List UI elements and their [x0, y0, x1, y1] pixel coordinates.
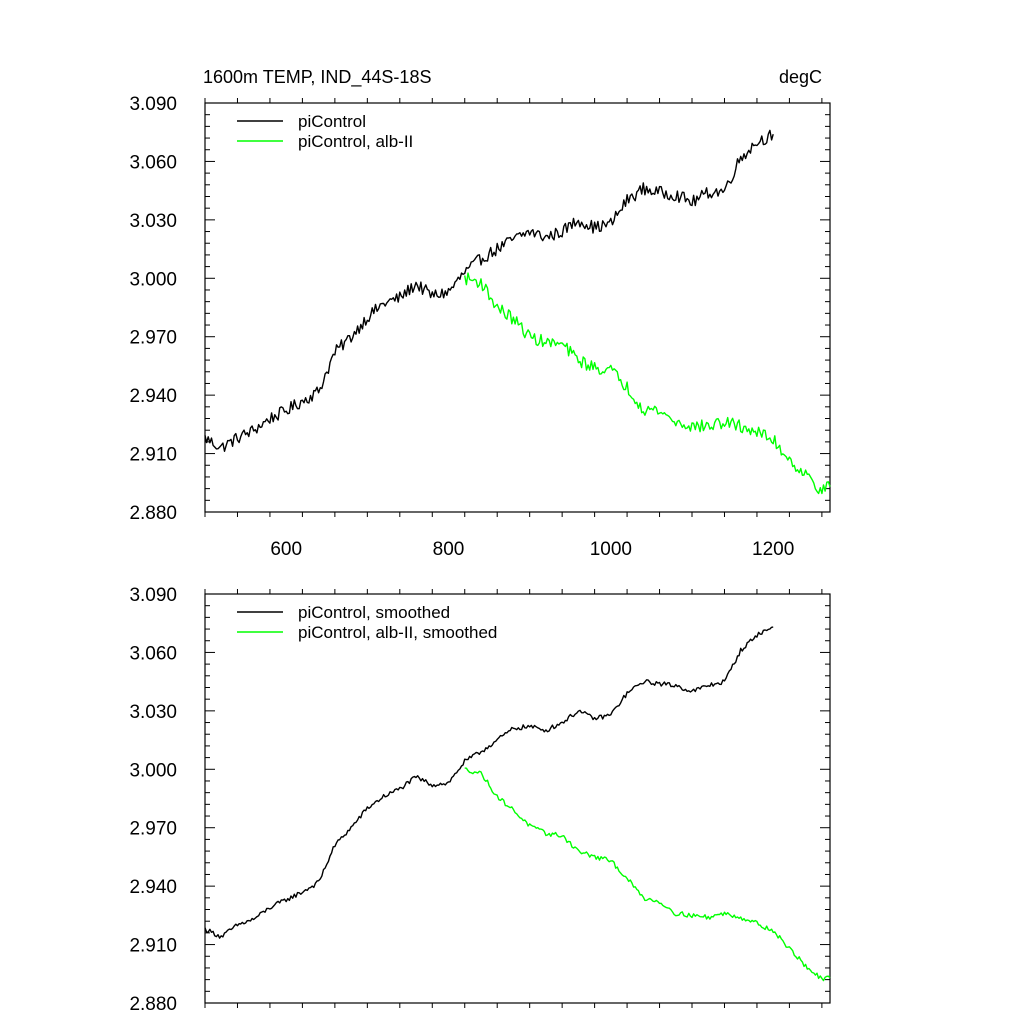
y-tick-label: 3.030	[129, 702, 177, 723]
y-tick-label: 2.910	[129, 445, 177, 466]
chart-title: 1600m TEMP, IND_44S-18S	[203, 67, 431, 88]
plot-frame	[204, 102, 831, 513]
y-tick-label: 3.030	[129, 211, 177, 232]
series-line-1	[204, 129, 774, 452]
y-tick-label: 2.970	[129, 819, 177, 840]
x-tick-label: 1200	[752, 539, 794, 560]
y-tick-label: 3.000	[129, 269, 177, 290]
legend-label-2: piControl, alb-II, smoothed	[298, 623, 497, 642]
series-line-2	[464, 272, 831, 495]
x-tick-label: 600	[270, 539, 302, 560]
y-tick-label: 2.910	[129, 936, 177, 957]
chart-units: degC	[779, 67, 822, 87]
legend-label-2: piControl, alb-II	[298, 132, 413, 151]
y-tick-label: 2.970	[129, 328, 177, 349]
y-tick-label: 3.060	[129, 152, 177, 173]
x-tick-label: 1000	[590, 539, 632, 560]
y-tick-label: 3.090	[129, 585, 177, 606]
y-tick-label: 2.880	[129, 503, 177, 524]
y-tick-label: 3.000	[129, 760, 177, 781]
chart-panel-1: 2.880 2.910 2.940 2.970 3.000 3.030 3.060 3.090…	[129, 67, 831, 560]
chart-panel-2: 2.880 2.910 2.940 2.970 3.000 3.030 3.060 3.090…	[129, 585, 831, 1015]
y-tick-label: 2.940	[129, 877, 177, 898]
y-tick-label: 3.090	[129, 94, 177, 115]
series-line-2	[464, 767, 831, 982]
plot-frame	[204, 593, 831, 1004]
x-tick-label: 800	[433, 539, 465, 560]
legend-label-1: piControl	[298, 112, 366, 131]
series-line-1	[204, 626, 774, 939]
y-tick-label: 2.940	[129, 386, 177, 407]
y-tick-label: 3.060	[129, 643, 177, 664]
legend-label-1: piControl, smoothed	[298, 603, 450, 622]
y-tick-label: 2.880	[129, 994, 177, 1015]
